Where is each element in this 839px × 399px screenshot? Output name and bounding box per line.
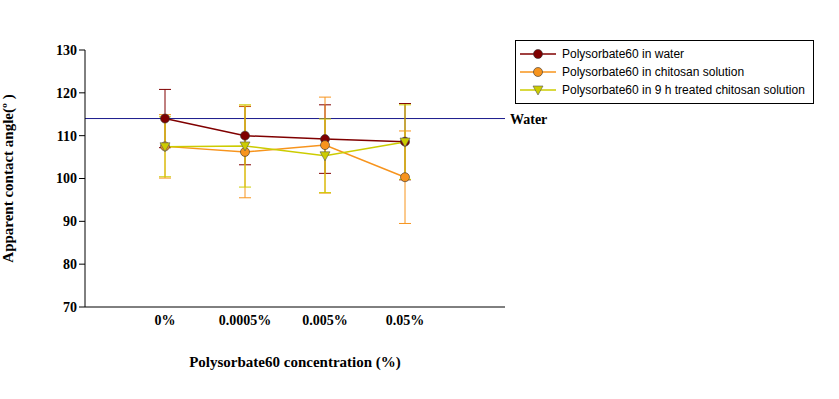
svg-text:110: 110 <box>57 129 77 144</box>
svg-text:120: 120 <box>56 86 77 101</box>
svg-text:70: 70 <box>63 300 77 315</box>
html-text:Polysorbate60 in chitosan solu: Polysorbate60 in chitosan solution <box>562 65 745 79</box>
svg-text:0.0005%: 0.0005% <box>219 313 272 328</box>
svg-text:Apparent contact angle(º ): Apparent contact angle(º ) <box>8 94 17 262</box>
svg-text:130: 130 <box>56 43 77 58</box>
svg-text:0.05%: 0.05% <box>386 313 425 328</box>
svg-text:Polysorbate60 concentration (%: Polysorbate60 concentration (%) <box>189 354 401 371</box>
html-text:Polysorbate60 in 9 h treated c: Polysorbate60 in 9 h treated chitosan so… <box>562 83 805 97</box>
html-text:Polysorbate60 in water: Polysorbate60 in water <box>562 47 685 61</box>
svg-text:Water: Water <box>510 112 547 127</box>
svg-text:90: 90 <box>63 214 77 229</box>
svg-text:80: 80 <box>63 257 77 272</box>
svg-text:0%: 0% <box>155 313 176 328</box>
svg-text:0.005%: 0.005% <box>302 313 348 328</box>
svg-text:100: 100 <box>56 171 77 186</box>
